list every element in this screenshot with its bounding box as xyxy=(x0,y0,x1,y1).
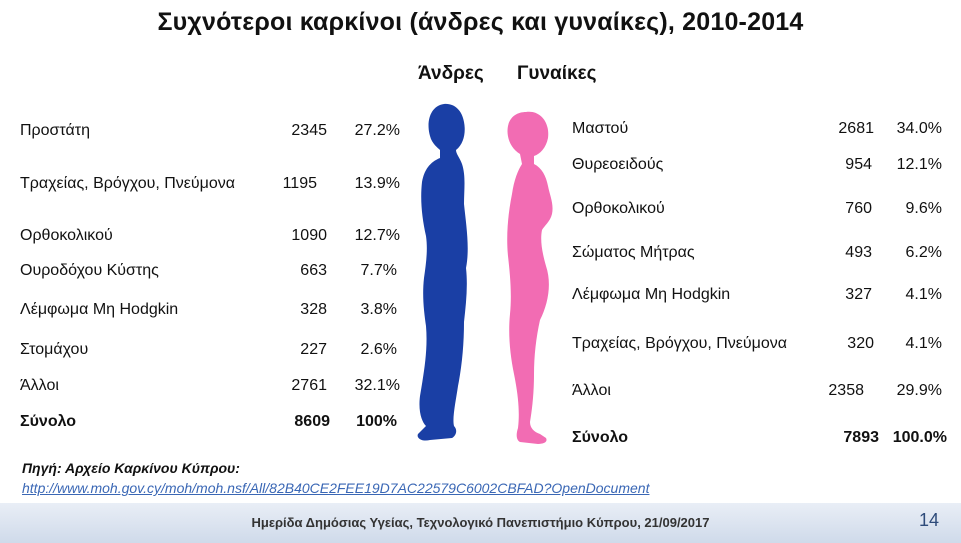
cancer-name: Τραχείας, Βρόγχου, Πνεύμονα xyxy=(20,175,236,192)
case-percent: 34.0% xyxy=(896,120,942,137)
men-heading: Άνδρες xyxy=(418,63,484,84)
women-row: Ορθοκολικού 760 9.6% xyxy=(572,200,942,220)
cancer-name: Άλλοι xyxy=(572,382,611,399)
cancer-name: Λέμφωμα Μη Hodgkin xyxy=(572,286,731,303)
footer-band xyxy=(0,503,961,543)
total-label: Σύνολο xyxy=(20,413,77,430)
men-row: Λέμφωμα Μη Hodgkin 328 3.8% xyxy=(20,301,400,321)
case-count: 2761 xyxy=(291,377,327,394)
case-percent: 9.6% xyxy=(905,200,942,217)
men-row: Ουροδόχου Κύστης 663 7.7% xyxy=(20,262,400,282)
case-count: 954 xyxy=(845,156,872,173)
case-percent: 7.7% xyxy=(360,262,397,279)
cancer-name: Στομάχου xyxy=(20,341,89,358)
case-count: 227 xyxy=(300,341,327,358)
cancer-name: Τραχείας, Βρόγχου, Πνεύμονα xyxy=(572,335,788,352)
men-row: Στομάχου 227 2.6% xyxy=(20,341,400,361)
total-count: 8609 xyxy=(294,413,330,430)
cancer-name: Άλλοι xyxy=(20,377,59,394)
women-row: Μαστού 2681 34.0% xyxy=(572,120,942,140)
slide-title: Συχνότεροι καρκίνοι (άνδρες και γυναίκες… xyxy=(157,8,804,36)
female-silhouette-icon xyxy=(507,111,553,444)
footer-text: Ημερίδα Δημόσιας Υγείας, Τεχνολογικό Παν… xyxy=(251,515,710,530)
men-row: Προστάτη 2345 27.2% xyxy=(20,122,400,142)
case-count: 2345 xyxy=(291,122,327,139)
case-percent: 2.6% xyxy=(360,341,397,358)
case-count: 2358 xyxy=(828,382,864,399)
women-heading: Γυναίκες xyxy=(517,63,597,84)
case-count: 320 xyxy=(847,335,874,352)
case-percent: 32.1% xyxy=(354,377,400,394)
source-label: Πηγή: Αρχείο Καρκίνου Κύπρου: xyxy=(22,460,240,476)
men-total-row: Σύνολο 8609 100% xyxy=(20,413,400,433)
page-number: 14 xyxy=(918,510,939,530)
case-percent: 12.1% xyxy=(896,156,942,173)
women-row: Σώματος Μήτρας 493 6.2% xyxy=(572,244,942,264)
male-silhouette-icon xyxy=(417,103,468,441)
case-count: 328 xyxy=(300,301,327,318)
cancer-name: Ορθοκολικού xyxy=(572,200,665,217)
total-count: 7893 xyxy=(843,429,879,446)
cancer-name: Μαστού xyxy=(572,120,629,137)
women-row: Θυρεοειδούς 954 12.1% xyxy=(572,156,942,176)
source-link[interactable]: http://www.moh.gov.cy/moh/moh.nsf/All/82… xyxy=(22,480,650,496)
case-count: 1195 xyxy=(282,175,317,192)
total-percent: 100% xyxy=(356,413,397,430)
case-percent: 27.2% xyxy=(354,122,400,139)
case-percent: 4.1% xyxy=(905,335,942,352)
women-total-row: Σύνολο 7893 100.0% xyxy=(572,429,947,449)
cancer-name: Θυρεοειδούς xyxy=(572,156,664,173)
case-count: 2681 xyxy=(838,120,874,137)
total-percent: 100.0% xyxy=(892,429,947,446)
case-percent: 12.7% xyxy=(354,227,400,244)
women-row: Λέμφωμα Μη Hodgkin 327 4.1% xyxy=(572,286,942,306)
case-percent: 29.9% xyxy=(896,382,942,399)
case-percent: 3.8% xyxy=(360,301,397,318)
case-count: 493 xyxy=(845,244,872,261)
men-row: Άλλοι 2761 32.1% xyxy=(20,377,400,397)
cancer-name: Λέμφωμα Μη Hodgkin xyxy=(20,301,179,318)
cancer-name: Ορθοκολικού xyxy=(20,227,113,244)
case-percent: 4.1% xyxy=(905,286,942,303)
case-count: 1090 xyxy=(291,227,327,244)
case-count: 327 xyxy=(845,286,872,303)
total-label: Σύνολο xyxy=(572,429,629,446)
cancer-name: Σώματος Μήτρας xyxy=(572,244,695,261)
women-row: Άλλοι 2358 29.9% xyxy=(572,382,942,402)
case-count: 663 xyxy=(300,262,327,279)
case-percent: 6.2% xyxy=(905,244,942,261)
cancer-name: Προστάτη xyxy=(20,122,90,139)
case-count: 760 xyxy=(845,200,872,217)
women-row: Τραχείας, Βρόγχου, Πνεύμονα 320 4.1% xyxy=(572,335,942,355)
case-percent: 13.9% xyxy=(354,175,400,192)
men-row: Ορθοκολικού 1090 12.7% xyxy=(20,227,400,247)
cancer-name: Ουροδόχου Κύστης xyxy=(20,262,159,279)
men-row: Τραχείας, Βρόγχου, Πνεύμονα 1195 13.9% xyxy=(20,175,400,195)
